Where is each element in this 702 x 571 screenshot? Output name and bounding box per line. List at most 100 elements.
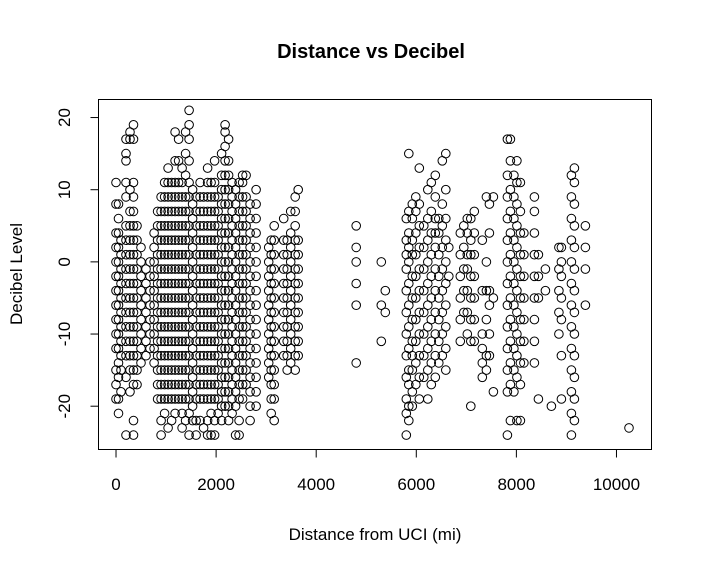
data-point [251,343,261,354]
data-point [466,336,476,347]
data-point [141,350,151,361]
data-point [237,235,248,245]
data-point [351,257,362,267]
data-point [481,365,492,375]
data-point [209,235,220,245]
data-point [459,264,469,274]
data-point [234,221,244,231]
data-point [220,285,230,296]
data-point [569,264,580,274]
data-point [380,285,391,296]
data-point [515,177,526,188]
data-point [177,365,187,375]
data-point [111,379,121,390]
data-point [293,307,304,318]
data-point [502,170,513,181]
data-point [180,235,191,245]
data-point [241,322,251,332]
data-point [263,257,274,267]
data-point [251,285,261,296]
data-point [191,350,201,361]
data-point [128,120,139,130]
data-point [266,278,277,289]
data-point [285,257,296,267]
data-point [141,264,151,274]
data-point [159,336,170,347]
data-point [116,336,126,347]
data-point [166,293,177,303]
data-point [191,206,201,217]
data-point [426,336,437,347]
data-point [220,170,230,181]
x-tick-label: 6000 [397,475,435,494]
data-point [202,336,213,347]
data-point [419,285,429,296]
data-point [163,307,173,318]
data-point [566,430,577,440]
data-point [166,235,177,245]
data-point [220,372,230,383]
data-point [515,415,526,426]
data-point [177,192,187,202]
data-point [237,379,248,390]
data-point [163,192,173,202]
data-point [290,206,301,217]
data-point [113,394,124,404]
data-point [216,314,227,325]
data-point [170,206,180,217]
data-point [269,379,280,390]
data-point [121,336,131,347]
data-point [216,199,227,209]
data-point [163,221,173,231]
data-point [132,365,142,375]
data-point [241,293,251,303]
data-point [241,307,251,318]
data-point [290,264,301,274]
data-point [234,336,244,347]
data-point [173,336,184,347]
data-point [569,163,580,173]
data-point [245,213,255,224]
data-point [141,293,151,303]
data-point [206,177,216,188]
data-point [469,293,480,303]
data-point [290,249,301,260]
data-point [128,192,139,202]
data-point [484,228,495,238]
data-point [180,278,191,289]
data-point [173,177,184,188]
data-point [251,300,261,311]
data-point [220,343,230,354]
data-point [278,213,289,224]
data-point [251,257,261,267]
data-point [128,177,139,188]
data-point [198,249,209,260]
data-point [401,408,412,419]
data-point [128,264,139,274]
data-point [116,307,126,318]
data-point [220,184,230,195]
data-point [426,358,437,368]
data-point [177,206,187,217]
data-point [533,249,544,260]
data-point [170,221,180,231]
data-point [170,322,180,332]
data-point [266,307,277,318]
data-point [441,343,451,354]
data-point [220,314,230,325]
data-point [269,278,280,289]
data-point [290,322,301,332]
data-point [401,213,412,224]
data-point [113,228,124,238]
data-point [136,242,146,253]
data-point [177,221,187,231]
data-point [237,192,248,202]
data-point [145,343,155,354]
data-point [159,249,170,260]
data-point [441,213,451,224]
data-point [152,293,163,303]
data-point [580,300,591,311]
data-point [237,307,248,318]
data-point [234,379,244,390]
